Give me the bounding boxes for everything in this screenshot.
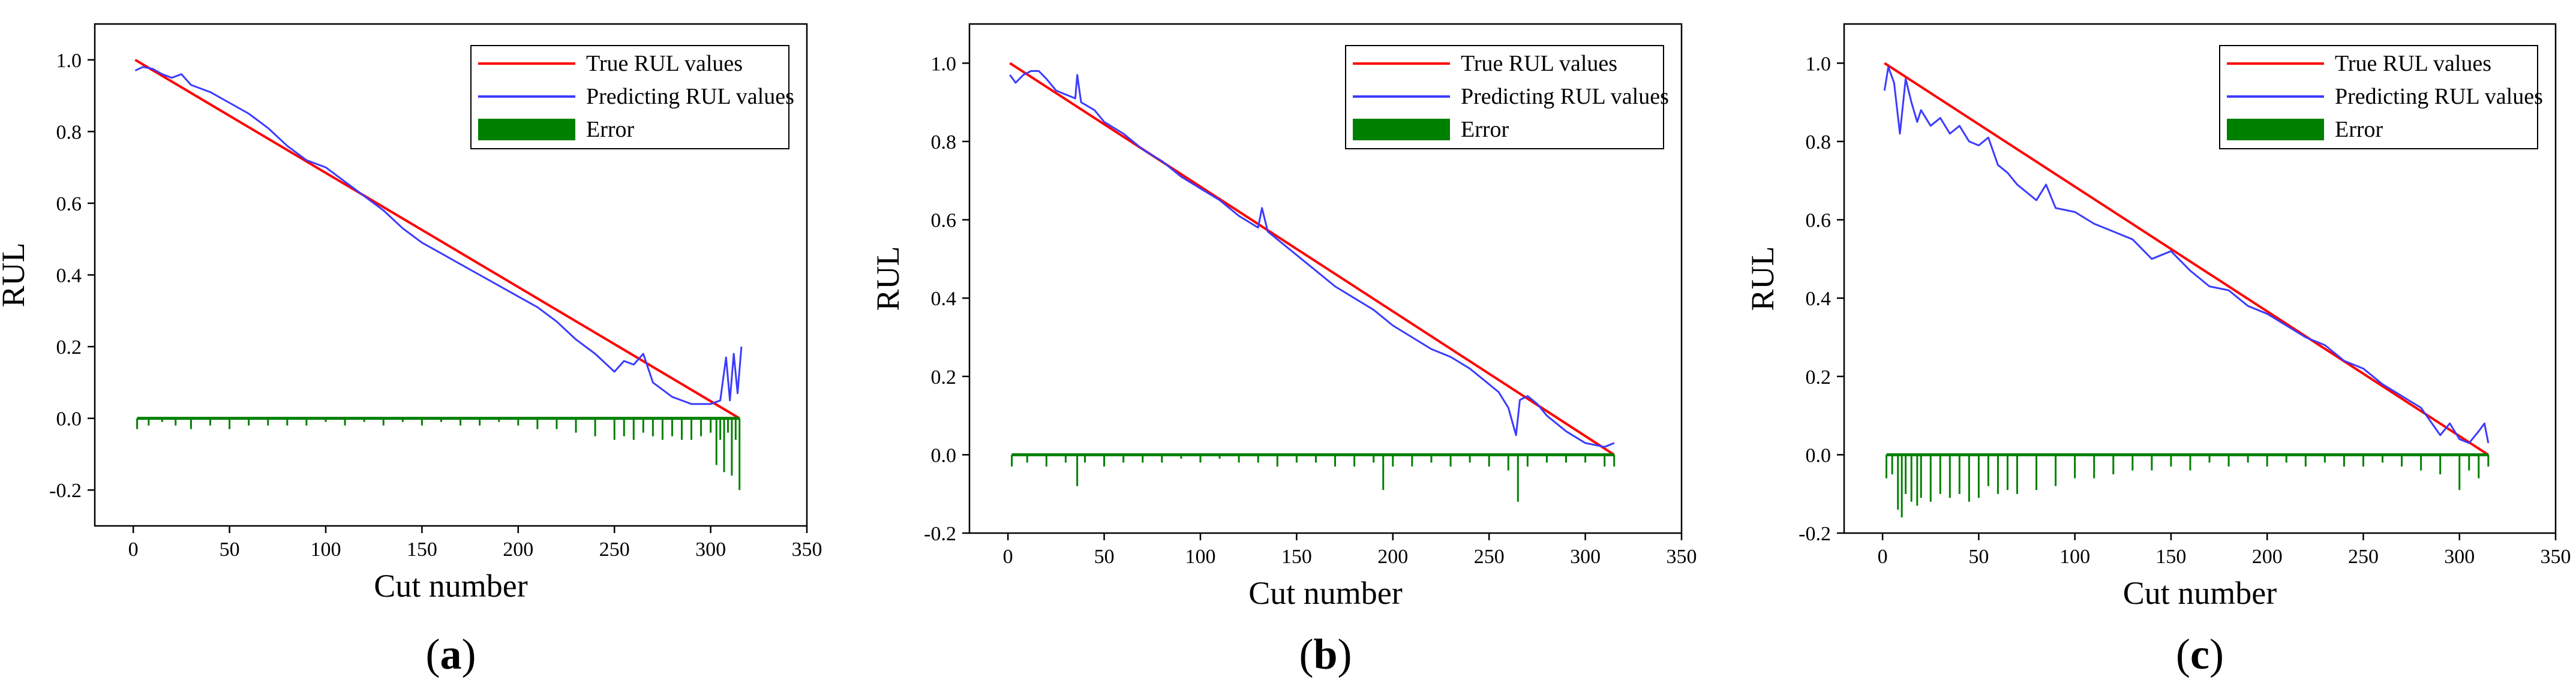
panel-a: 0 50 100 150 200 250 300 350 -0.2 0.0 0.2 0.4 0.6 0.8… [0,23,822,678]
legend-entry: Predicting RUL values [1461,84,1669,109]
y-tick-label: 0.6 [56,193,82,215]
x-tick-label: 300 [1570,546,1601,568]
x-tick-label: 300 [695,538,726,561]
y-tick-label: 0.6 [931,210,957,232]
legend-entry: Error [1461,117,1509,142]
legend-entry: True RUL values [1461,51,1617,76]
panel-label-close-paren: ) [1338,630,1352,678]
x-tick-label: 350 [2541,546,2571,568]
legend-entry: Predicting RUL values [2335,84,2543,109]
y-tick-label: -0.2 [1799,523,1831,545]
y-tick-label: 0.8 [931,131,957,154]
panel-label-open-paren: ( [2176,630,2190,678]
y-tick-label: 0.4 [1806,288,1832,310]
y-tick-label: 0.2 [931,366,957,389]
y-tick-label: 1.0 [931,53,957,75]
true-rul-line [1884,62,2489,456]
panel-label: (a) [426,630,476,678]
x-tick-label: 300 [2444,546,2475,568]
panel-label-letter: c [2190,630,2209,678]
x-tick-label: 250 [599,538,630,561]
panel-label-open-paren: ( [1299,630,1313,678]
panel-label-close-paren: ) [462,630,476,678]
panel-label-open-paren: ( [426,630,440,678]
panel-b: 0 50 100 150 200 250 300 350 -0.2 0.0 0.2 0.4 0.6 0.8… [870,23,1697,678]
predicting-rul-line [1009,70,1615,448]
legend-swatch-error [1353,119,1450,140]
x-tick-label: 150 [1281,546,1312,568]
x-tick-label: 200 [2252,546,2283,568]
y-tick-label: 0.6 [1806,210,1832,232]
x-tick-label: 50 [1094,546,1115,568]
plot-frame [1843,23,2557,534]
x-tick-label: 150 [407,538,437,561]
x-tick-label: 200 [1377,546,1408,568]
y-tick-label: -0.2 [924,523,956,545]
x-tick-label: 200 [503,538,533,561]
x-tick-label: 250 [1474,546,1505,568]
x-tick-label: 50 [220,538,240,561]
legend-entry: True RUL values [2335,51,2491,76]
x-tick-label: 50 [1968,546,1989,568]
x-tick-label: 0 [1003,546,1013,568]
legend-entry: Error [586,117,635,142]
x-tick-label: 0 [1878,546,1888,568]
y-axis-label: RUL [870,246,906,311]
panel-label-letter: b [1313,630,1337,678]
y-tick-label: 0.4 [56,265,82,287]
y-axis-label: RUL [0,243,31,308]
y-tick-label: 0.8 [56,121,82,143]
predicting-rul-line [134,66,743,405]
panel-label: (c) [2176,630,2224,678]
y-tick-label: 0.0 [1806,444,1832,467]
x-tick-label: 350 [1667,546,1697,568]
y-axis-label: RUL [1745,246,1781,311]
plot-area [1883,62,2490,517]
panel-c: 0 50 100 150 200 250 300 350 -0.2 0.0 0.2 0.4 0.6 0.8… [1745,23,2571,678]
plot-frame [968,23,1683,534]
plot-area [134,59,743,491]
x-tick-label: 100 [2059,546,2090,568]
y-tick-label: 0.0 [56,408,82,431]
panel-label-close-paren: ) [2209,630,2224,678]
x-tick-label: 100 [310,538,341,561]
x-tick-label: 250 [2348,546,2379,568]
y-tick-label: 0.8 [1806,131,1832,154]
y-tick-label: 1.0 [56,50,82,72]
x-axis-label: Cut number [2123,575,2277,611]
x-tick-label: 150 [2155,546,2186,568]
y-tick-label: 0.2 [56,336,82,359]
panel-label-letter: a [440,630,462,678]
legend-swatch-error [2227,119,2324,140]
true-rul-line [1009,62,1615,456]
y-tick-label: -0.2 [49,480,82,502]
y-tick-label: 0.0 [931,444,957,467]
legend-entry: Predicting RUL values [586,84,794,109]
x-tick-label: 350 [792,538,822,561]
y-tick-label: 1.0 [1806,53,1832,75]
y-tick-label: 0.4 [931,288,957,310]
legend-entry: True RUL values [586,51,743,76]
x-tick-label: 0 [128,538,139,561]
y-tick-label: 0.2 [1806,366,1832,389]
panel-label: (b) [1299,630,1352,678]
x-axis-label: Cut number [374,568,527,604]
x-tick-label: 100 [1185,546,1215,568]
legend-swatch-error [478,119,575,140]
predicting-rul-line [1883,66,2490,444]
plot-area [1009,62,1616,502]
x-axis-label: Cut number [1248,575,1402,611]
legend-entry: Error [2335,117,2383,142]
